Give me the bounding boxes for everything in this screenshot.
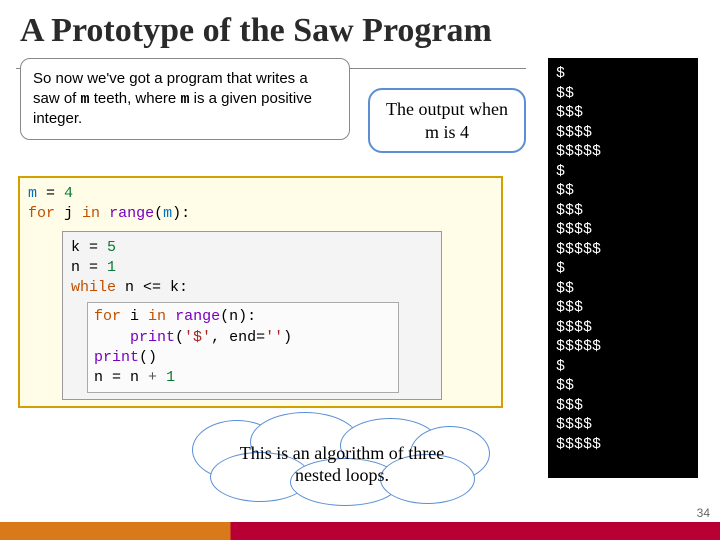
output-label-callout: The output when m is 4 xyxy=(368,88,526,153)
tok-close2: ) xyxy=(238,308,247,325)
inner-l1: k = 5 xyxy=(71,238,433,258)
slide-title: A Prototype of the Saw Program xyxy=(0,0,720,58)
inner2-l2: print('$', end='') xyxy=(94,328,392,348)
inner2-l4: n = n + 1 xyxy=(94,368,392,388)
tok-k: k xyxy=(71,239,80,256)
tok-j: j xyxy=(55,205,82,222)
code-outer-line1: m = 4 xyxy=(28,184,493,204)
tok-eq5: = xyxy=(103,369,130,386)
tok-eq: = xyxy=(37,185,64,202)
tok-comma: , xyxy=(211,329,229,346)
tok-for: for xyxy=(28,205,55,222)
tok-indent xyxy=(94,329,130,346)
tok-endstr: '' xyxy=(265,329,283,346)
cloud-text: This is an algorithm of three nested loo… xyxy=(208,434,476,494)
explain-text-2: teeth, where xyxy=(90,90,181,107)
tok-close: ) xyxy=(172,205,181,222)
tok-m2: m xyxy=(163,205,172,222)
code-block-inner: k = 5 n = 1 while n <= k: for i in range… xyxy=(62,231,442,401)
tok-one: 1 xyxy=(166,369,175,386)
tok-cond: n <= k: xyxy=(116,279,188,296)
code-block-inner2: for i in range(n): print('$', end='') pr… xyxy=(87,302,399,393)
inner-l2: n = 1 xyxy=(71,258,433,278)
tok-range2: range xyxy=(175,308,220,325)
tok-sp2 xyxy=(166,308,175,325)
tok-for2: for xyxy=(94,308,121,325)
tok-n: n xyxy=(71,259,80,276)
tok-eq4: = xyxy=(256,329,265,346)
code-outer-line2: for j in range(m): xyxy=(28,204,493,224)
tok-print: print xyxy=(130,329,175,346)
explain-var-1: m xyxy=(81,91,90,108)
terminal-output: $ $$ $$$ $$$$ $$$$$ $ $$ $$$ $$$$ $$$$$ … xyxy=(548,58,698,478)
tok-in: in xyxy=(82,205,100,222)
page-number: 34 xyxy=(697,506,710,520)
tok-eq2: = xyxy=(80,239,107,256)
tok-open2: ( xyxy=(220,308,229,325)
cloud-callout: This is an algorithm of three nested loo… xyxy=(180,418,500,508)
tok-str: '$' xyxy=(184,329,211,346)
tok-i: i xyxy=(121,308,148,325)
tok-n3: n xyxy=(94,369,103,386)
inner-l3: while n <= k: xyxy=(71,278,433,298)
tok-sp xyxy=(100,205,109,222)
tok-eq3: = xyxy=(80,259,107,276)
tok-5: 5 xyxy=(107,239,116,256)
tok-m: m xyxy=(28,185,37,202)
footer-accent-bar xyxy=(0,522,720,540)
tok-n4: n xyxy=(130,369,148,386)
explanation-callout: So now we've got a program that writes a… xyxy=(20,58,350,140)
tok-close3: ) xyxy=(283,329,292,346)
tok-1: 1 xyxy=(107,259,116,276)
tok-call: () xyxy=(139,349,157,366)
tok-n2: n xyxy=(229,308,238,325)
tok-print2: print xyxy=(94,349,139,366)
tok-open: ( xyxy=(154,205,163,222)
tok-num: 4 xyxy=(64,185,73,202)
tok-range: range xyxy=(109,205,154,222)
tok-open3: ( xyxy=(175,329,184,346)
tok-end: end xyxy=(229,329,256,346)
inner2-l3: print() xyxy=(94,348,392,368)
tok-colon: : xyxy=(181,205,190,222)
code-block-outer: m = 4 for j in range(m): k = 5 n = 1 whi… xyxy=(18,176,503,408)
tok-while: while xyxy=(71,279,116,296)
inner2-l1: for i in range(n): xyxy=(94,307,392,327)
tok-colon2: : xyxy=(247,308,256,325)
tok-in2: in xyxy=(148,308,166,325)
tok-plus: + xyxy=(148,369,166,386)
